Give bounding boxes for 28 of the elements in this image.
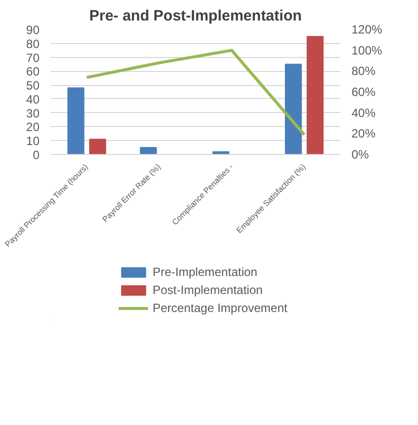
legend-label: Post-Implementation [152, 283, 263, 297]
bar [306, 36, 324, 154]
y2-tick-label: 40% [352, 106, 376, 120]
y-tick-label: 50 [26, 78, 40, 93]
y-tick-label: 20 [26, 120, 40, 134]
y2-tick-label: 20% [352, 126, 376, 141]
y-tick-label: 90 [26, 23, 40, 37]
bar [284, 64, 302, 154]
y-tick-label: 70 [26, 50, 40, 65]
y-tick-label: 60 [26, 64, 40, 79]
bar [212, 151, 230, 154]
legend-label: Percentage Improvement [152, 301, 288, 315]
y-tick-label: 10 [26, 134, 40, 148]
y2-tick-label: 60% [352, 85, 376, 99]
bar [140, 147, 157, 154]
y2-tick-label: 120% [352, 22, 383, 36]
line-series [85, 48, 306, 136]
y-tick-label: 40 [26, 92, 40, 106]
chart-title: Pre- and Post-Implementation [89, 8, 302, 24]
y2-tick-label: 100% [352, 43, 383, 58]
y-tick-label: 80 [26, 36, 40, 51]
legend-label: Pre-Implementation [152, 265, 258, 279]
y2-tick-label: 80% [352, 64, 376, 78]
y-tick-label: 30 [26, 106, 40, 120]
y2-tick-label: 0% [352, 148, 370, 162]
bar [89, 138, 106, 154]
y-tick-label: 0 [32, 148, 40, 162]
bar [67, 87, 84, 154]
